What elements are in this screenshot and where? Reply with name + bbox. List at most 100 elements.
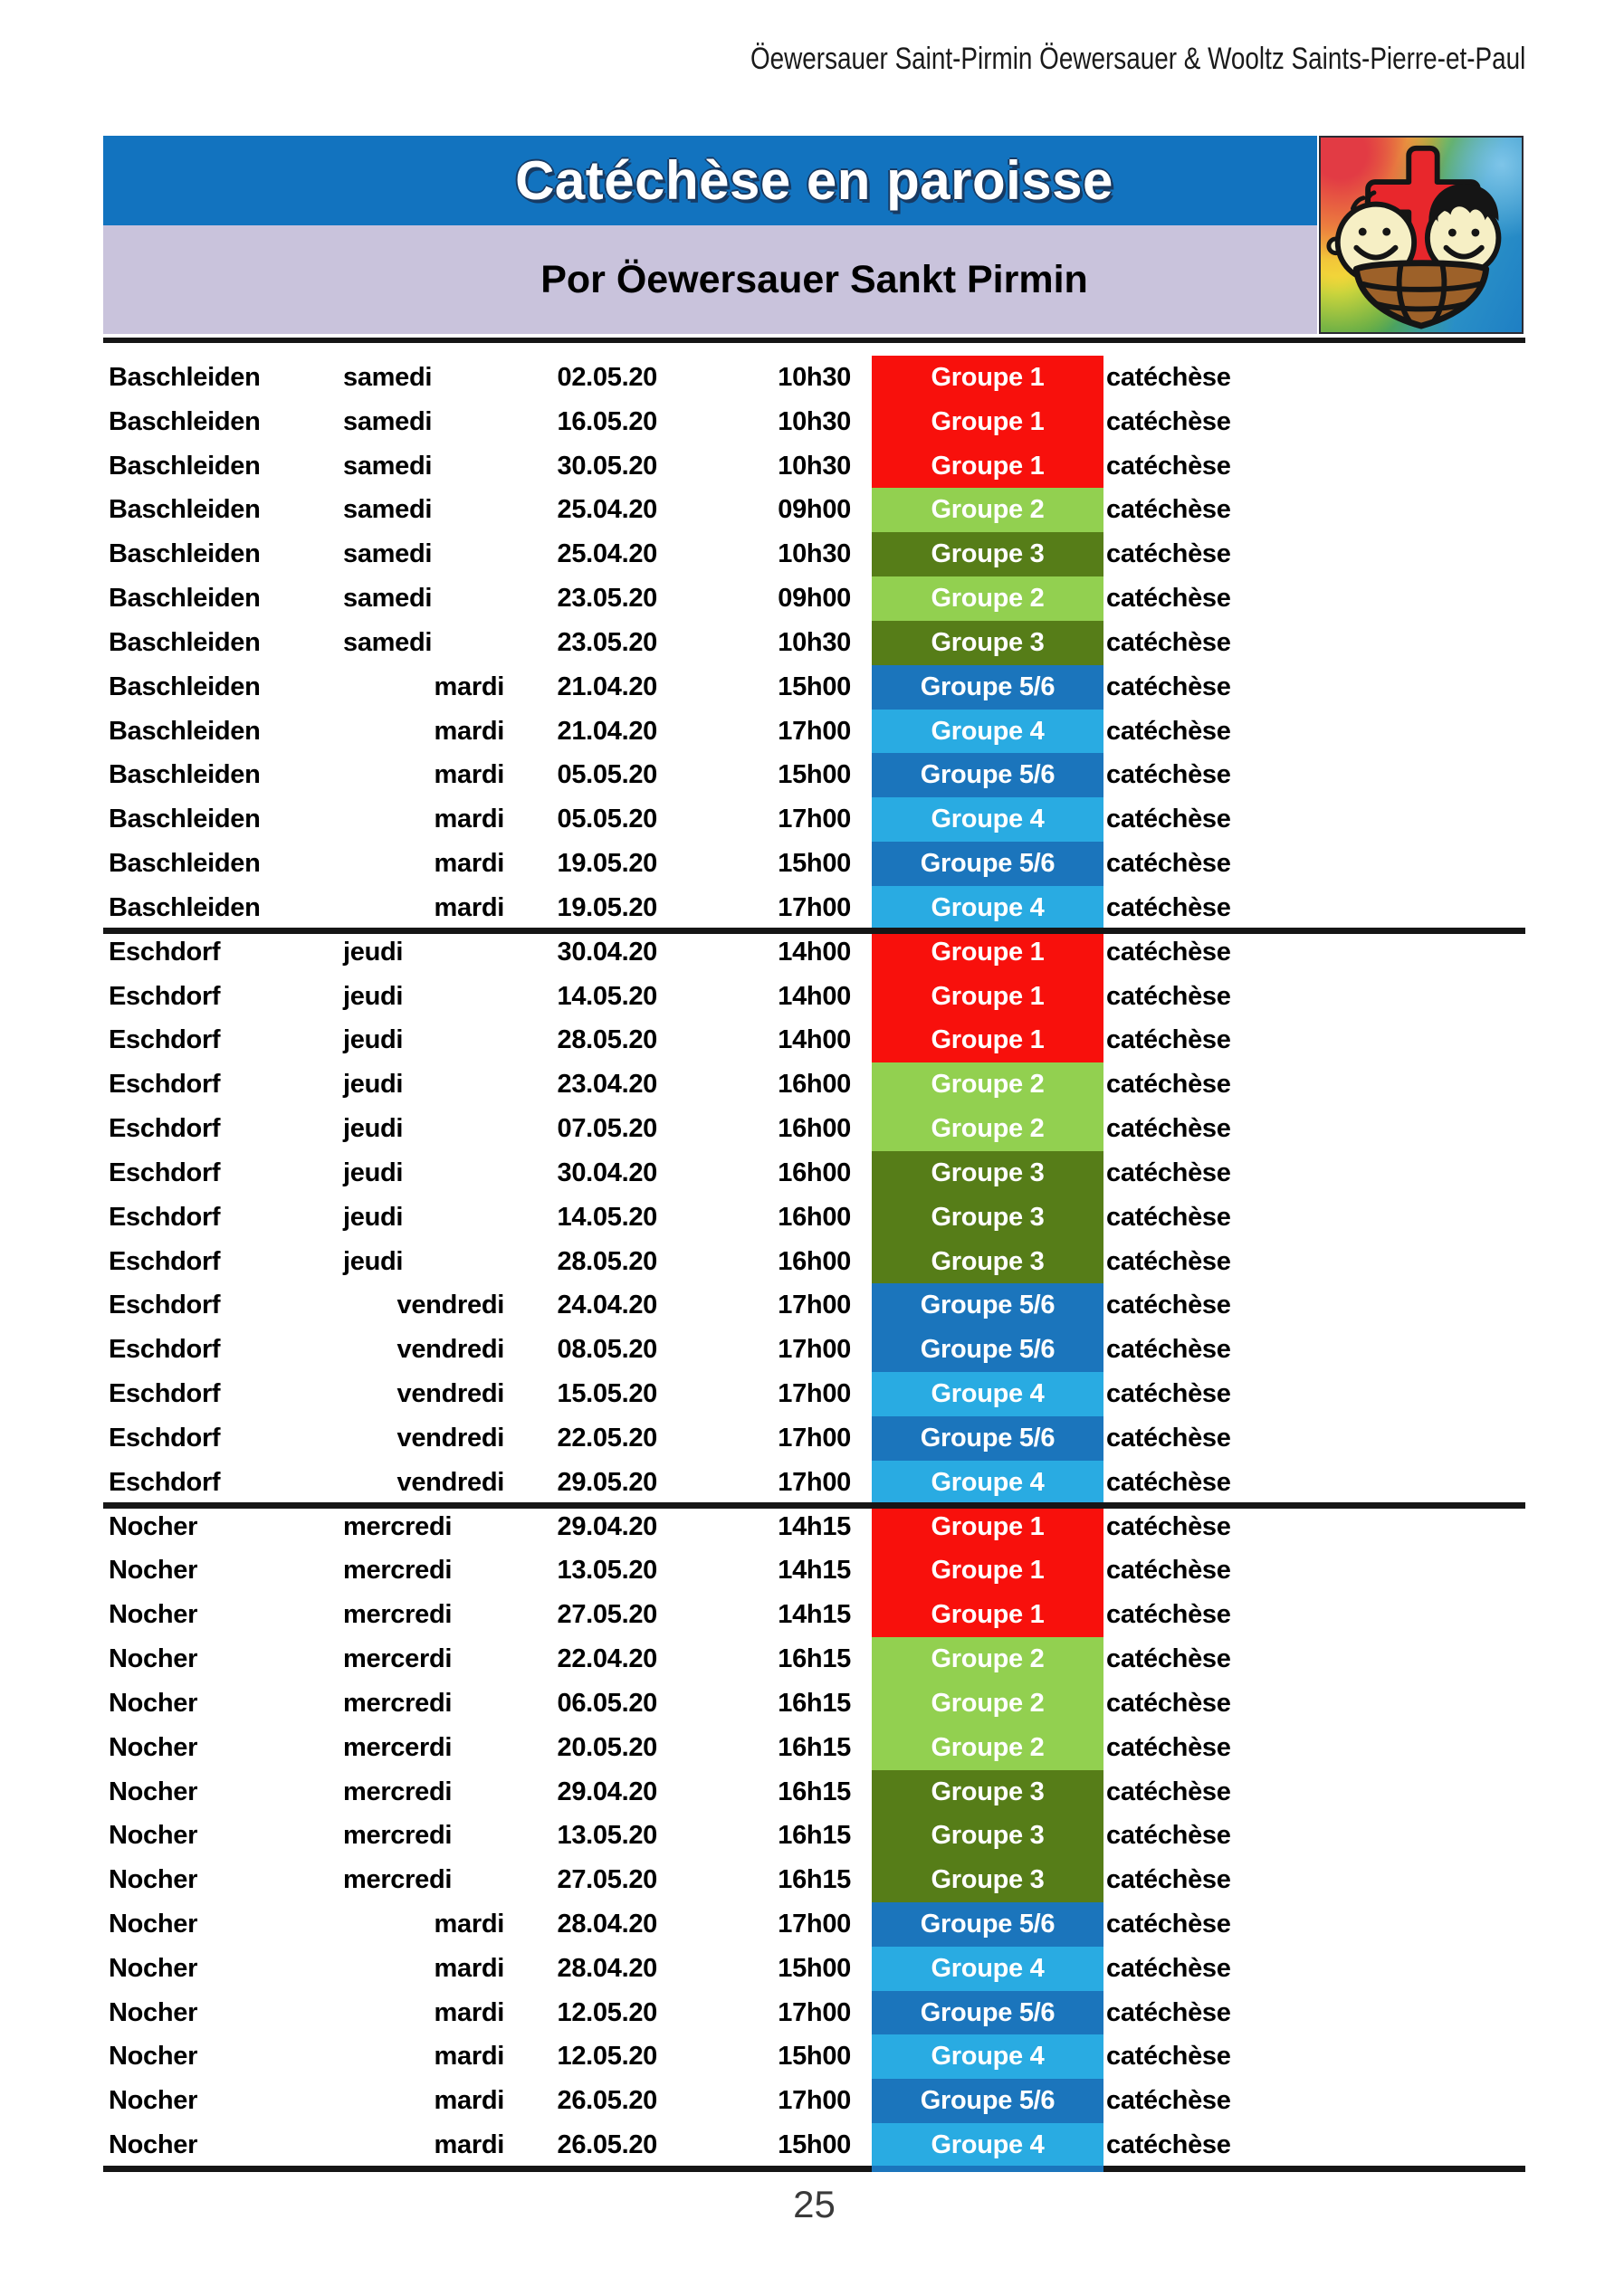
location-cell: Eschdorf (109, 1202, 221, 1232)
time-cell: 10h30 (778, 451, 851, 481)
location-cell: Eschdorf (109, 1379, 221, 1409)
table-row: Nocher mercredi 13.05.20 14h15 Groupe 1 catéc… (103, 1548, 1525, 1594)
time-cell: 16h00 (778, 1158, 851, 1187)
day-cell: mardi (434, 760, 505, 790)
day-cell: mardi (434, 849, 505, 879)
group-badge: Groupe 1 (872, 1548, 1103, 1594)
group-badge: Groupe 2 (872, 1725, 1103, 1770)
page-title: Catéchèse en paroisse (515, 150, 1113, 211)
location-cell: Baschleiden (109, 584, 261, 614)
ark-children-cross-icon (1326, 145, 1502, 329)
location-cell: Nocher (109, 2130, 198, 2160)
table-row: Nocher mardi 26.05.20 17h00 Groupe 5/6 catéch… (103, 2079, 1525, 2124)
day-cell: mercredi (343, 1821, 453, 1851)
group-badge: Groupe 1 (872, 1593, 1103, 1638)
time-cell: 10h30 (778, 627, 851, 657)
table-row: Eschdorf jeudi 14.05.20 14h00 Groupe 1 catéch… (103, 974, 1525, 1019)
location-cell: Baschleiden (109, 760, 261, 790)
group-badge: Groupe 2 (872, 488, 1103, 533)
location-cell: Baschleiden (109, 539, 261, 569)
date-cell: 06.05.20 (557, 1688, 658, 1718)
location-cell: Eschdorf (109, 1291, 221, 1320)
activity-cell: catéchèse (1106, 1379, 1231, 1409)
table-row: Baschleiden samedi 30.05.20 10h30 Groupe 1 ca… (103, 443, 1525, 489)
table-row: Nocher mercredi 27.05.20 16h15 Groupe 3 catéc… (103, 1858, 1525, 1902)
location-cell: Baschleiden (109, 406, 261, 436)
location-cell: Nocher (109, 2086, 198, 2116)
day-cell: mercredi (343, 1777, 453, 1806)
group-badge: Groupe 5/6 (872, 1901, 1103, 1947)
date-cell: 25.04.20 (557, 495, 658, 525)
date-cell: 28.04.20 (557, 1953, 658, 1983)
time-cell: 16h15 (778, 1644, 851, 1674)
time-cell: 15h00 (778, 760, 851, 790)
time-cell: 16h15 (778, 1777, 851, 1806)
time-cell: 14h15 (778, 1556, 851, 1586)
activity-cell: catéchèse (1106, 1732, 1231, 1762)
activity-cell: catéchèse (1106, 1158, 1231, 1187)
location-cell: Nocher (109, 1511, 198, 1541)
table-row: Eschdorf jeudi 30.04.20 16h00 Groupe 3 catéch… (103, 1150, 1525, 1196)
date-cell: 23.05.20 (557, 627, 658, 657)
table-row: Nocher mercredi 29.04.20 16h15 Groupe 3 catéc… (103, 1769, 1525, 1815)
day-cell: samedi (343, 627, 433, 657)
activity-cell: catéchèse (1106, 760, 1231, 790)
time-cell: 14h15 (778, 1600, 851, 1630)
group-badge: Groupe 5/6 (872, 753, 1103, 798)
date-cell: 13.05.20 (557, 1821, 658, 1851)
date-cell: 28.04.20 (557, 1909, 658, 1939)
group-badge: Groupe 3 (872, 1769, 1103, 1815)
location-cell: Nocher (109, 2042, 198, 2072)
girl-face-icon (1424, 184, 1502, 277)
location-cell: Nocher (109, 1909, 198, 1939)
activity-cell: catéchèse (1106, 1997, 1231, 2027)
activity-cell: catéchèse (1106, 1070, 1231, 1100)
date-cell: 21.04.20 (557, 716, 658, 746)
group-badge: Groupe 4 (872, 1946, 1103, 1991)
day-cell: mercerdi (343, 1732, 453, 1762)
day-cell: mardi (434, 892, 505, 922)
group-badge: Groupe 3 (872, 1239, 1103, 1284)
table-row: Baschleiden mardi 05.05.20 15h00 Groupe 5/6 c… (103, 753, 1525, 798)
time-cell: 17h00 (778, 805, 851, 834)
time-cell: 10h30 (778, 539, 851, 569)
day-cell: mardi (434, 2086, 505, 2116)
location-cell: Baschleiden (109, 892, 261, 922)
table-row: Baschleiden samedi 16.05.20 10h30 Groupe 1 ca… (103, 399, 1525, 444)
activity-cell: catéchèse (1106, 495, 1231, 525)
table-row: Baschleiden mardi 19.05.20 15h00 Groupe 5/6 c… (103, 842, 1525, 886)
activity-cell: catéchèse (1106, 1600, 1231, 1630)
activity-cell: catéchèse (1106, 805, 1231, 834)
day-cell: jeudi (343, 1158, 404, 1187)
location-cell: Baschleiden (109, 627, 261, 657)
date-cell: 21.04.20 (557, 672, 658, 701)
day-cell: mardi (434, 1953, 505, 1983)
group-badge: Groupe 3 (872, 1858, 1103, 1902)
table-row: Nocher mercerdi 22.04.20 16h15 Groupe 2 catéc… (103, 1637, 1525, 1682)
time-cell: 17h00 (778, 1909, 851, 1939)
location-cell: Baschleiden (109, 805, 261, 834)
location-cell: Nocher (109, 1688, 198, 1718)
activity-cell: catéchèse (1106, 981, 1231, 1011)
page-subtitle: Por Öewersauer Sankt Pirmin (540, 257, 1088, 301)
date-cell: 29.04.20 (557, 1511, 658, 1541)
activity-cell: catéchèse (1106, 892, 1231, 922)
activity-cell: catéchèse (1106, 1777, 1231, 1806)
date-cell: 26.05.20 (557, 2086, 658, 2116)
page-number: 25 (793, 2183, 836, 2225)
group-badge: Groupe 5/6 (872, 1990, 1103, 2035)
table-row: Eschdorf jeudi 30.04.20 14h00 Groupe 1 catéch… (103, 929, 1525, 975)
time-cell: 16h15 (778, 1821, 851, 1851)
activity-cell: catéchèse (1106, 406, 1231, 436)
subtitle-banner (103, 225, 1317, 334)
activity-cell: catéchèse (1106, 627, 1231, 657)
time-cell: 14h00 (778, 1025, 851, 1055)
group-badge: Groupe 1 (872, 974, 1103, 1019)
time-cell: 15h00 (778, 2042, 851, 2072)
location-cell: Nocher (109, 1821, 198, 1851)
time-cell: 16h00 (778, 1070, 851, 1100)
day-cell: samedi (343, 406, 433, 436)
day-cell: vendredi (396, 1379, 505, 1409)
day-cell: mercerdi (343, 1644, 453, 1674)
activity-cell: catéchèse (1106, 451, 1231, 481)
